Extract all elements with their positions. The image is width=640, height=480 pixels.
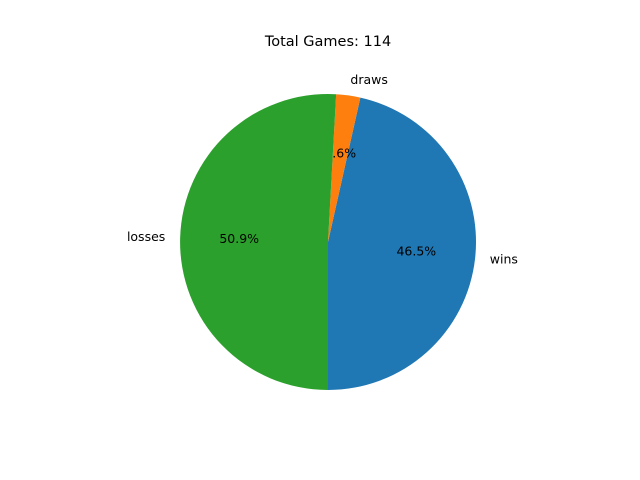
- slice-label-wins: wins: [490, 251, 518, 266]
- slice-pct-wins: 46.5%: [396, 243, 436, 258]
- pie-slice-wins: [328, 97, 477, 390]
- pie-slice-losses: [180, 94, 337, 390]
- slice-label-draws: draws: [350, 72, 387, 87]
- chart-title: Total Games: 114: [264, 34, 392, 50]
- pie-slice-draws: [328, 94, 361, 242]
- slice-label-losses: losses: [127, 229, 165, 244]
- slice-pct-losses: 50.9%: [219, 231, 259, 246]
